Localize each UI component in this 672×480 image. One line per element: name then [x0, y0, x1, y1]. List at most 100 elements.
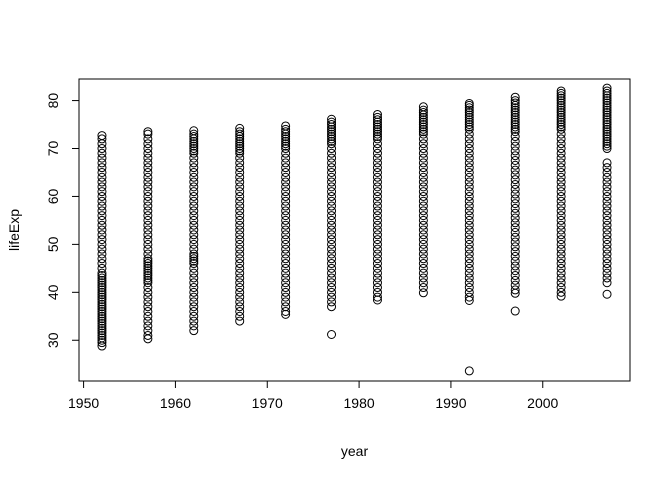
data-point	[556, 110, 566, 120]
data-point	[556, 244, 566, 254]
data-point	[464, 273, 474, 283]
data-point	[602, 127, 612, 137]
data-point	[97, 134, 107, 144]
data-point	[97, 230, 107, 240]
data-point	[235, 259, 245, 269]
data-point	[97, 158, 107, 168]
data-point	[556, 120, 566, 130]
data-point	[189, 256, 199, 266]
data-point	[556, 263, 566, 273]
data-point	[143, 278, 153, 288]
data-point	[189, 177, 199, 187]
data-point	[143, 129, 153, 139]
data-point	[189, 220, 199, 230]
data-point	[372, 182, 382, 192]
data-point	[510, 242, 520, 252]
data-point	[556, 134, 566, 144]
data-points	[97, 83, 612, 376]
data-point	[235, 287, 245, 297]
data-point	[418, 148, 428, 158]
data-point	[97, 278, 107, 288]
data-point	[464, 98, 474, 108]
data-point	[143, 283, 153, 293]
data-point	[602, 88, 612, 98]
data-point	[97, 249, 107, 259]
data-point	[281, 239, 291, 249]
data-point	[602, 244, 612, 254]
data-point	[418, 244, 428, 254]
data-point	[418, 105, 428, 115]
data-point	[189, 273, 199, 283]
data-point	[281, 139, 291, 149]
data-point	[510, 92, 520, 102]
data-point	[281, 153, 291, 163]
data-point	[510, 261, 520, 271]
data-point	[464, 117, 474, 127]
data-point	[281, 297, 291, 307]
data-point	[556, 259, 566, 269]
data-point	[464, 366, 474, 376]
data-point	[556, 201, 566, 211]
data-point	[327, 259, 337, 269]
data-point	[281, 127, 291, 137]
data-point	[372, 263, 382, 273]
data-point	[281, 287, 291, 297]
data-point	[556, 291, 566, 301]
data-point	[418, 239, 428, 249]
data-point	[143, 259, 153, 269]
data-point	[97, 311, 107, 321]
data-point	[510, 218, 520, 228]
data-point	[464, 122, 474, 132]
data-point	[235, 244, 245, 254]
y-tick-label: 70	[45, 141, 61, 157]
data-point	[372, 153, 382, 163]
data-point	[464, 187, 474, 197]
data-point	[418, 127, 428, 137]
data-point	[281, 177, 291, 187]
data-point	[97, 292, 107, 302]
data-point	[327, 215, 337, 225]
data-point	[189, 196, 199, 206]
data-point	[281, 254, 291, 264]
data-point	[418, 102, 428, 112]
data-point	[418, 115, 428, 125]
data-point	[418, 120, 428, 130]
data-point	[189, 287, 199, 297]
data-point	[97, 326, 107, 336]
data-point	[143, 206, 153, 216]
data-point	[372, 167, 382, 177]
data-point	[418, 278, 428, 288]
data-point	[418, 187, 428, 197]
data-point	[602, 220, 612, 230]
data-point	[372, 254, 382, 264]
data-point	[189, 244, 199, 254]
data-point	[464, 283, 474, 293]
data-point	[97, 302, 107, 312]
data-point	[464, 120, 474, 130]
data-point	[235, 249, 245, 259]
data-point	[143, 153, 153, 163]
data-point	[464, 225, 474, 235]
data-point	[510, 175, 520, 185]
data-point	[143, 235, 153, 245]
data-point	[602, 211, 612, 221]
data-point	[143, 297, 153, 307]
data-point	[602, 110, 612, 120]
data-point	[418, 134, 428, 144]
data-point	[556, 254, 566, 264]
data-point	[372, 206, 382, 216]
data-point	[372, 249, 382, 259]
data-point	[418, 249, 428, 259]
data-point	[602, 215, 612, 225]
data-point	[556, 88, 566, 98]
data-point	[510, 96, 520, 106]
data-point	[189, 225, 199, 235]
data-point	[510, 280, 520, 290]
data-point	[418, 167, 428, 177]
data-point	[97, 244, 107, 254]
data-point	[602, 86, 612, 96]
data-point	[464, 249, 474, 259]
data-point	[97, 306, 107, 316]
data-point	[327, 117, 337, 127]
data-point	[418, 201, 428, 211]
